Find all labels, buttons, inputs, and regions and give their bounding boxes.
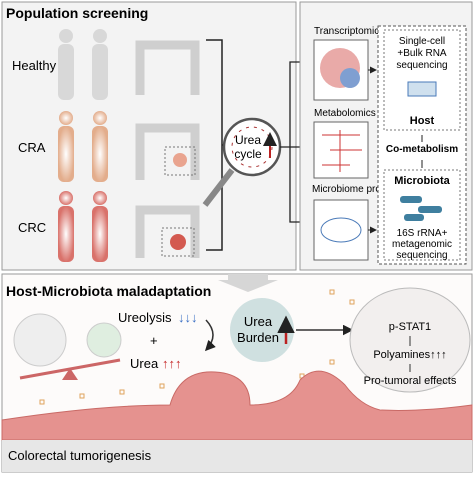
method-text: metagenomic (392, 239, 452, 250)
group-label: Healthy (12, 58, 57, 73)
panel-title: Host-Microbiota maladaptation (6, 283, 211, 299)
microbiota-label: Microbiota (394, 175, 450, 187)
bacteria (400, 196, 442, 221)
bacteria-community (13, 313, 67, 367)
method-text: sequencing (396, 60, 447, 71)
magnifier-text: cycle (234, 147, 262, 161)
microbiome-box (313, 199, 369, 261)
panel-title: Population screening (6, 5, 148, 21)
people-cra (58, 111, 108, 182)
method-text: Single-cell (399, 36, 445, 47)
group-label: CRC (18, 220, 46, 235)
pathway-text: Pro-tumoral effects (364, 375, 457, 387)
lesion-box (164, 146, 196, 176)
tumor-box (161, 227, 195, 257)
pathway-text: Polyamines↑↑↑ (373, 349, 446, 361)
maladaptation-panel: Host-Microbiota maladaptation Ureolysis … (1, 273, 473, 473)
magnifier-text: Urea (235, 133, 261, 147)
down-arrow (218, 274, 278, 292)
burden-text: Burden (237, 330, 279, 345)
people-healthy (58, 29, 108, 100)
method-text: sequencing (396, 250, 447, 261)
magnifier-handle (202, 168, 235, 207)
co-metabolism: Co-metabolism (386, 144, 458, 155)
tumor (170, 234, 186, 250)
omics-label: Metabolomics (314, 108, 376, 119)
omics-label: Microbiome profiling (312, 184, 401, 195)
tissue (1, 370, 473, 441)
urea: Urea (130, 356, 159, 371)
footer-text: Colorectal tumorigenesis (8, 448, 152, 463)
urea-burden (230, 298, 294, 362)
footer-band (2, 440, 472, 472)
network (322, 130, 362, 172)
host-label: Host (410, 115, 435, 127)
people-crc (58, 191, 108, 262)
down-arrows: ↓↓↓ (178, 310, 198, 325)
up-arrows: ↑↑↑ (162, 356, 182, 371)
lesion (173, 153, 187, 167)
integration-box (377, 25, 467, 265)
omics-label: Transcriptomics (314, 26, 384, 37)
omics-panel: Transcriptomics Metabolomics Microbiome … (299, 1, 473, 271)
ureolysis: Ureolysis (118, 310, 172, 325)
method-text: 16S rRNA+ (397, 228, 448, 239)
method-text: +Bulk RNA (397, 48, 447, 59)
group-label: CRA (18, 140, 46, 155)
sample-icon (407, 81, 437, 97)
pathway-text: p-STAT1 (389, 321, 431, 333)
screening-panel: Population screening Healthy CRA CRC Ure… (1, 1, 306, 271)
bacteria-community (86, 322, 122, 358)
microbiome (320, 217, 362, 243)
plus: + (150, 333, 158, 348)
burden-text: Urea (244, 314, 273, 329)
cycle-ring (231, 126, 273, 168)
